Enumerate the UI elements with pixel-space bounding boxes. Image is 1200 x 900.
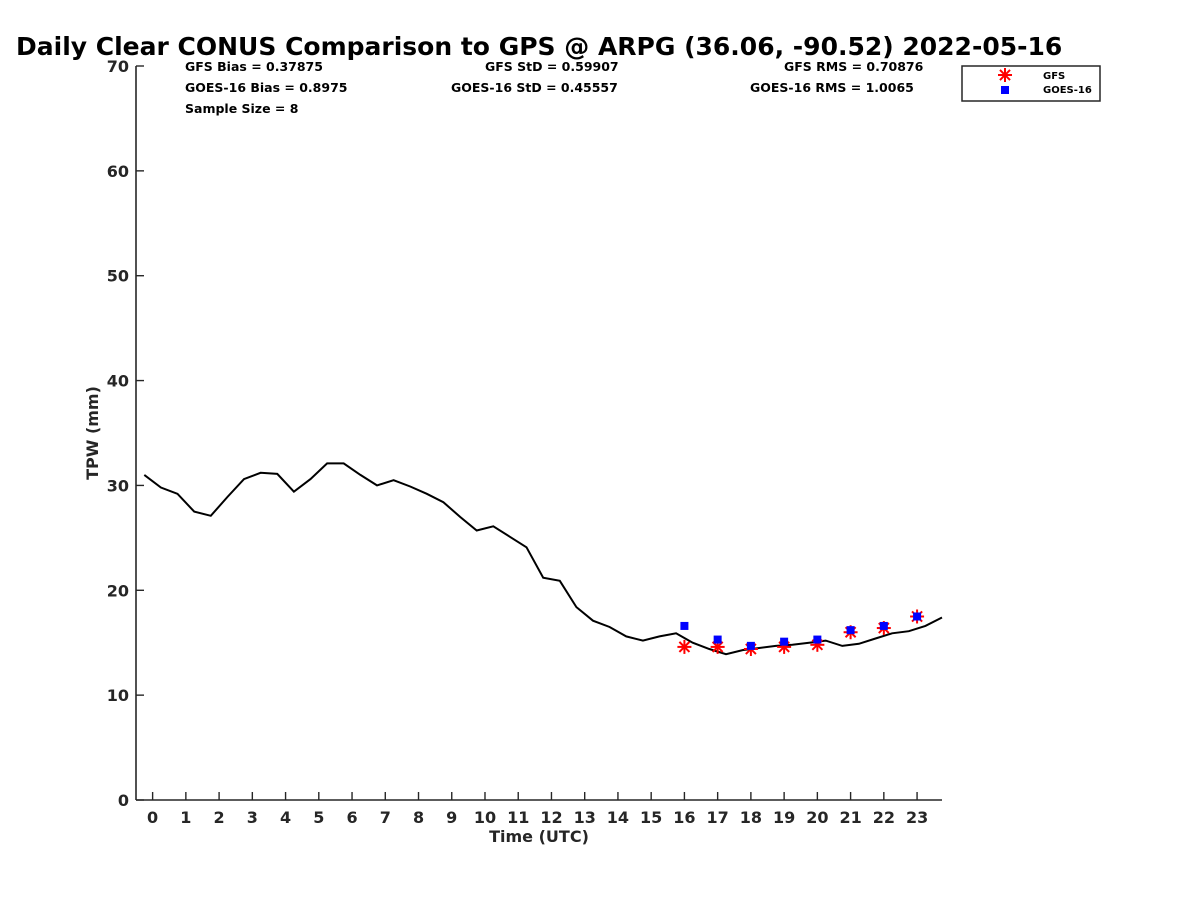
x-tick-label: 10 [474, 808, 496, 827]
y-tick-label: 10 [107, 686, 129, 705]
legend-gfs-label: GFS [1043, 71, 1065, 82]
x-tick-label: 11 [507, 808, 529, 827]
x-tick-label: 20 [806, 808, 828, 827]
gfs-bias-text: GFS Bias = 0.37875 [185, 59, 323, 74]
x-tick-label: 22 [873, 808, 895, 827]
sample-size-text: Sample Size = 8 [185, 101, 298, 116]
series-markers [677, 609, 925, 657]
stats-panel: GFS Bias = 0.37875 GOES-16 Bias = 0.8975… [185, 59, 924, 116]
gfs-std-text: GFS StD = 0.59907 [485, 59, 619, 74]
y-axis-ticks: 0 10 20 30 40 50 60 70 [107, 57, 144, 810]
x-tick-label: 14 [607, 808, 629, 827]
x-tick-label: 19 [773, 808, 795, 827]
x-tick-label: 16 [673, 808, 695, 827]
x-tick-label: 18 [740, 808, 762, 827]
x-tick-label: 5 [313, 808, 324, 827]
goes-point [780, 637, 789, 646]
chart-title: Daily Clear CONUS Comparison to GPS @ AR… [16, 32, 1062, 61]
y-tick-label: 50 [107, 267, 129, 286]
legend: GFS GOES-16 [961, 65, 1101, 102]
x-tick-label: 1 [180, 808, 191, 827]
legend-goes-label: GOES-16 [1043, 85, 1092, 96]
x-tick-label: 17 [707, 808, 729, 827]
x-tick-label: 0 [147, 808, 158, 827]
legend-gfs-asterisk [998, 68, 1012, 82]
x-tick-label: 6 [346, 808, 357, 827]
x-tick-label: 13 [574, 808, 596, 827]
goes-point [813, 635, 822, 644]
gps-tpw-line [143, 462, 943, 656]
goes-rms-text: GOES-16 RMS = 1.0065 [750, 80, 914, 95]
y-tick-label: 70 [107, 57, 129, 76]
x-tick-label: 4 [280, 808, 291, 827]
legend-gfs-marker [998, 68, 1012, 82]
gfs-rms-text: GFS RMS = 0.70876 [784, 59, 924, 74]
x-axis-ticks: 0 1 2 3 4 5 6 7 8 9 10 11 12 13 14 15 16 17 18 19 20 21 22 23 [147, 792, 928, 827]
x-tick-label: 9 [446, 808, 457, 827]
goes-point [879, 621, 888, 630]
x-tick-label: 7 [380, 808, 391, 827]
y-tick-label: 0 [118, 791, 129, 810]
goes-point [913, 612, 922, 621]
goes-point [713, 635, 722, 644]
goes-std-text: GOES-16 StD = 0.45557 [451, 80, 618, 95]
goes-point [680, 621, 689, 630]
goes-bias-text: GOES-16 Bias = 0.8975 [185, 80, 347, 95]
legend-goes-square [1001, 86, 1009, 94]
y-tick-label: 40 [107, 372, 129, 391]
x-tick-label: 21 [839, 808, 861, 827]
x-tick-label: 2 [214, 808, 225, 827]
goes-point [746, 641, 755, 650]
y-axis-label: TPW (mm) [83, 386, 102, 480]
x-tick-label: 23 [906, 808, 928, 827]
goes-point [846, 626, 855, 635]
x-tick-label: 15 [640, 808, 662, 827]
legend-goes-marker [1001, 86, 1009, 94]
gfs-point [677, 639, 692, 654]
y-tick-label: 60 [107, 162, 129, 181]
y-tick-label: 20 [107, 581, 129, 600]
x-tick-label: 8 [413, 808, 424, 827]
x-axis-label: Time (UTC) [489, 827, 589, 846]
x-tick-label: 12 [540, 808, 562, 827]
legend-box [961, 65, 1101, 102]
x-tick-label: 3 [247, 808, 258, 827]
y-tick-label: 30 [107, 476, 129, 495]
